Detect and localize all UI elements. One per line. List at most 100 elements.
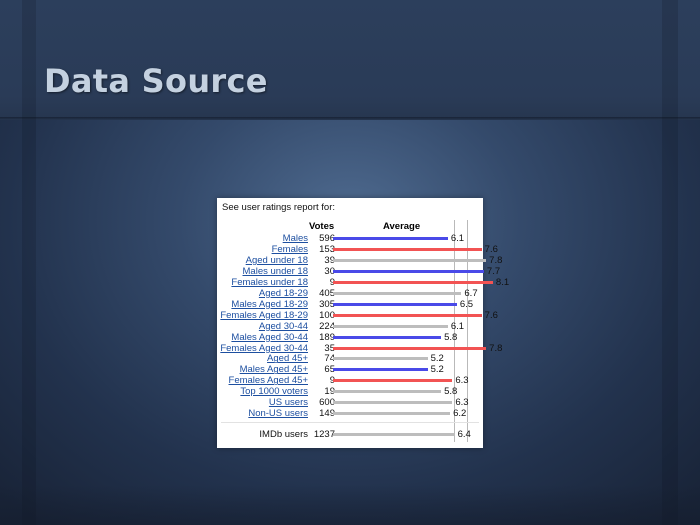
average-value: 5.2 xyxy=(430,353,444,365)
bottom-band xyxy=(0,485,700,525)
average-bar xyxy=(333,433,455,436)
average-value: 5.2 xyxy=(430,364,444,376)
group-link[interactable]: Males under 18 xyxy=(242,265,308,277)
votes-count: 9 xyxy=(330,375,335,386)
ratings-row: Females Aged 18-29 100 7.6 xyxy=(217,309,498,321)
average-bar xyxy=(333,379,453,383)
ratings-row: Aged 30-44 224 6.1 xyxy=(217,321,483,332)
ratings-row: Males Aged 45+ 65 5.2 xyxy=(217,364,483,375)
average-value: 6.5 xyxy=(459,298,474,310)
decorative-stripe xyxy=(662,0,678,525)
ratings-report-panel: See user ratings report for: Votes Avera… xyxy=(217,198,509,448)
group-link[interactable]: Aged 30-44 xyxy=(258,320,308,332)
ratings-row: Non-US users 149 6.2 xyxy=(217,408,483,419)
ratings-row: Aged under 18 39 7.8 xyxy=(217,254,503,266)
average-bar xyxy=(333,302,457,306)
average-bar xyxy=(333,346,487,350)
ratings-row: Females under 18 9 8.1 xyxy=(217,276,509,288)
average-bar xyxy=(333,324,448,328)
votes-count: 149 xyxy=(319,408,335,420)
votes-count: 153 xyxy=(319,243,335,255)
average-bar xyxy=(333,280,493,284)
ratings-row: Males Aged 18-29 305 6.5 xyxy=(217,299,483,310)
ratings-row: Females Aged 30-44 35 7.8 xyxy=(217,342,502,354)
ratings-row: Aged 45+ 74 5.2 xyxy=(217,353,483,364)
group-link[interactable]: Females Aged 45+ xyxy=(228,375,308,387)
average-bar xyxy=(333,258,487,262)
average-value: 8.1 xyxy=(495,276,510,288)
average-value: 6.3 xyxy=(455,397,469,409)
average-bar xyxy=(333,269,484,273)
votes-count: 405 xyxy=(319,287,335,299)
average-value: 7.6 xyxy=(484,243,498,255)
votes-count: 100 xyxy=(319,309,335,321)
ratings-row: Males Aged 30-44 189 5.8 xyxy=(217,332,483,343)
group-link: IMDb users xyxy=(259,429,308,440)
group-link[interactable]: Females Aged 18-29 xyxy=(220,309,308,321)
group-link[interactable]: Males xyxy=(282,233,308,244)
average-bar xyxy=(333,412,451,416)
average-value: 6.2 xyxy=(453,408,467,420)
group-link[interactable]: Females under 18 xyxy=(231,276,308,288)
average-value: 7.8 xyxy=(489,254,503,266)
votes-column-header: Votes xyxy=(309,221,335,232)
votes-count: 305 xyxy=(319,298,335,310)
average-value: 6.1 xyxy=(450,320,465,332)
scale-reference-line xyxy=(454,220,455,442)
ratings-row: Males 596 6.1 xyxy=(217,233,483,244)
group-link[interactable]: Aged under 18 xyxy=(245,254,308,266)
average-bar xyxy=(333,357,428,361)
average-bar xyxy=(333,247,482,251)
votes-count: 596 xyxy=(319,233,335,244)
ratings-row: US users 600 6.3 xyxy=(217,397,483,408)
total-separator xyxy=(221,422,479,423)
average-value: 7.6 xyxy=(484,309,498,321)
group-link[interactable]: Females xyxy=(271,243,308,255)
ratings-row: Females Aged 45+ 9 6.3 xyxy=(217,375,483,386)
group-link[interactable]: Males Aged 45+ xyxy=(239,364,308,376)
votes-count: 1237 xyxy=(313,429,335,440)
average-column-header: Average xyxy=(383,221,421,232)
group-link[interactable]: Aged 18-29 xyxy=(258,287,308,299)
average-bar xyxy=(333,390,442,394)
ratings-row: Males under 18 30 7.7 xyxy=(217,265,501,277)
group-link[interactable]: Males Aged 18-29 xyxy=(231,298,308,310)
scale-reference-line xyxy=(467,220,468,442)
report-heading: See user ratings report for: xyxy=(222,202,335,213)
group-link[interactable]: Females Aged 30-44 xyxy=(220,342,308,354)
average-value: 7.7 xyxy=(486,265,501,277)
votes-count: 74 xyxy=(324,353,335,365)
slide-title: Data Source xyxy=(44,62,268,100)
group-link[interactable]: Aged 45+ xyxy=(267,353,308,365)
group-link[interactable]: US users xyxy=(268,397,308,409)
votes-count: 30 xyxy=(324,265,335,277)
average-value: 5.8 xyxy=(444,331,458,343)
votes-count: 9 xyxy=(330,277,335,288)
average-bar xyxy=(333,313,482,317)
average-bar xyxy=(333,291,462,295)
title-band xyxy=(0,0,700,120)
votes-count: 224 xyxy=(319,320,335,332)
votes-count: 600 xyxy=(319,397,335,409)
average-value: 7.8 xyxy=(489,342,503,354)
average-bar xyxy=(333,368,428,372)
votes-count: 19 xyxy=(324,386,335,398)
votes-count: 189 xyxy=(319,331,335,343)
average-bar xyxy=(333,237,448,240)
average-bar xyxy=(333,401,453,405)
total-row: IMDb users 1237 6.4 xyxy=(217,429,483,440)
average-value: 5.8 xyxy=(444,386,458,398)
decorative-stripe xyxy=(22,0,36,525)
average-value: 6.4 xyxy=(457,429,471,440)
average-value: 6.1 xyxy=(450,233,465,244)
average-bar xyxy=(333,335,442,339)
ratings-row: Females 153 7.6 xyxy=(217,243,498,255)
group-link[interactable]: Top 1000 voters xyxy=(240,386,308,398)
group-link[interactable]: Males Aged 30-44 xyxy=(231,331,308,343)
average-value: 6.3 xyxy=(455,375,469,387)
votes-count: 39 xyxy=(324,254,335,266)
group-link[interactable]: Non-US users xyxy=(248,408,308,420)
votes-count: 65 xyxy=(324,364,335,376)
ratings-row: Aged 18-29 405 6.7 xyxy=(217,288,483,299)
ratings-row: Top 1000 voters 19 5.8 xyxy=(217,386,483,397)
